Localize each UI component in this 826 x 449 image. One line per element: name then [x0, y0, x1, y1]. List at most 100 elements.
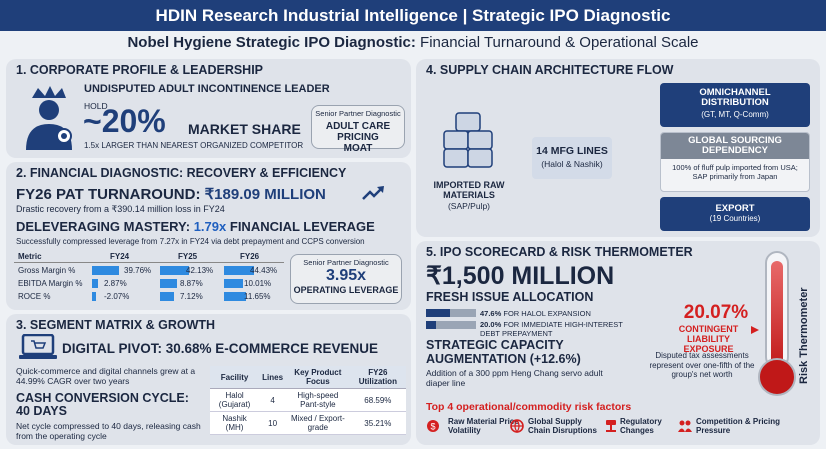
leverage-note: Successfully compressed leverage from 7.… — [16, 237, 365, 246]
metric-value: 10.01% — [244, 279, 272, 288]
pointer-arrow-icon — [751, 326, 759, 334]
leader-icon — [26, 86, 72, 150]
table-cell: 68.59% — [349, 388, 406, 412]
trend-up-icon — [362, 186, 384, 200]
issue-value: ₹1,500 MILLION — [426, 262, 615, 290]
panel-title: 5. IPO SCORECARD & RISK THERMOMETER — [426, 245, 693, 259]
panel-title: 3. SEGMENT MATRIX & GROWTH — [16, 318, 216, 332]
hold-label: HOLD — [84, 101, 108, 111]
allocation-bar — [426, 321, 436, 329]
table-cell: Mixed / Export-grade — [286, 411, 350, 435]
col-header: FY24 — [110, 252, 130, 261]
global-sourcing-box: GLOBAL SOURCING DEPENDENCY 100% of fluff… — [660, 132, 810, 192]
thermometer-label: Risk Thermometer — [798, 287, 810, 384]
panel-title: 2. FINANCIAL DIAGNOSTIC: RECOVERY & EFFI… — [16, 166, 347, 180]
badge-value: 3.95x — [325, 267, 367, 284]
mfg-lines-title: 14 MFG LINES — [536, 145, 608, 157]
metric-value: 11.65% — [244, 292, 271, 301]
augmentation-title: STRATEGIC CAPACITY AUGMENTATION (+12.6%) — [426, 338, 581, 366]
risk-text: Competition & Pricing Pressure — [696, 417, 780, 435]
metric-value: 8.87% — [180, 279, 203, 288]
svg-text:$: $ — [430, 422, 435, 432]
allocation-pct: 47.6% — [480, 309, 502, 318]
leverage-heading: DELEVERAGING MASTERY: 1.79x FINANCIAL LE… — [16, 219, 375, 234]
badge-label: Senior Partner Diagnostic — [315, 109, 401, 118]
metric-value: 39.76% — [124, 266, 152, 275]
operating-leverage-badge: Senior Partner Diagnostic 3.95x OPERATIN… — [290, 254, 402, 304]
metrics-table: Metric FY24 FY25 FY26 Gross Margin % 39.… — [14, 250, 284, 306]
mfg-lines-sub: (Halol & Nashik) — [541, 159, 603, 169]
allocation-text: 47.6% FOR HALOL EXPANSION — [480, 309, 591, 318]
col-header: Facility — [210, 366, 260, 389]
pulp-bales-icon — [443, 112, 493, 168]
risk-item: Global Supply Chain Disruptions — [510, 417, 600, 441]
augmentation-note: Addition of a 300 ppm Heng Chang servo a… — [426, 368, 603, 388]
metric-bar — [160, 292, 174, 301]
page-header: HDIN Research Industrial Intelligence | … — [0, 0, 826, 31]
metric-value: 2.87% — [104, 279, 127, 288]
metric-value: 42.13% — [186, 266, 214, 275]
global-sourcing-note: 100% of fluff pulp imported from USA; SA… — [672, 163, 798, 181]
global-sourcing-title: GLOBAL SOURCING DEPENDENCY — [661, 133, 809, 159]
pat-note: Drastic recovery from a ₹390.14 million … — [16, 204, 225, 214]
table-header-row: Facility Lines Key Product Focus FY26 Ut… — [210, 366, 406, 389]
leverage-label: DELEVERAGING MASTERY: — [16, 219, 191, 234]
allocation-label: FOR HALOL EXPANSION — [503, 309, 591, 318]
allocation-label: FOR IMMEDIATE HIGH-INTEREST DEBT PREPAYM… — [480, 320, 623, 338]
risk-item: Regulatory Changes — [604, 417, 676, 441]
issue-label: FRESH ISSUE ALLOCATION — [426, 290, 594, 304]
facility-table: Facility Lines Key Product Focus FY26 Ut… — [210, 366, 406, 435]
metric-bar — [160, 279, 177, 288]
metric-value: 7.12% — [180, 292, 203, 301]
export-title: EXPORT — [715, 203, 755, 214]
mfg-lines-box: 14 MFG LINES (Halol & Nashik) — [532, 137, 612, 179]
risk-text: Regulatory Changes — [620, 417, 662, 435]
col-header: Lines — [259, 366, 287, 389]
digital-pivot: DIGITAL PIVOT: 30.68% E-COMMERCE REVENUE — [62, 341, 379, 356]
subtitle-rest: Financial Turnaround & Operational Scale — [415, 34, 699, 51]
allocation-bar — [426, 309, 450, 317]
table-cell: 35.21% — [349, 411, 406, 435]
metric-value: 44.43% — [250, 266, 278, 275]
col-header: FY26 Utilization — [349, 366, 406, 389]
leader-title: UNDISPUTED ADULT INCONTINENCE LEADER — [84, 83, 330, 95]
metric-bar — [92, 292, 96, 301]
allocation-bar-track — [426, 321, 476, 329]
metric-name: EBITDA Margin % — [18, 279, 83, 288]
panel-segment-matrix: 3. SEGMENT MATRIX & GROWTH DIGITAL PIVOT… — [6, 314, 411, 445]
pat-label: FY26 PAT TURNAROUND: — [16, 186, 201, 203]
panel-corporate-profile: 1. CORPORATE PROFILE & LEADERSHIP UNDISP… — [6, 59, 411, 158]
table-cell: Nashik (MH) — [210, 411, 260, 435]
metric-value: -2.07% — [104, 292, 130, 301]
omnichannel-title: OMNICHANNEL DISTRIBUTION — [699, 87, 771, 108]
allocation-text: 20.0% FOR IMMEDIATE HIGH-INTEREST DEBT P… — [480, 320, 630, 338]
col-header: Metric — [18, 252, 42, 261]
risk-item: Competition & Pricing Pressure — [678, 417, 788, 441]
panel-title: 4. SUPPLY CHAIN ARCHITECTURE FLOW — [426, 63, 674, 77]
risk-text: Raw Material Price Volatility — [448, 417, 519, 435]
liability-label: CONTINGENT LIABILITY EXPOSURE — [678, 324, 739, 354]
metric-bar — [92, 279, 98, 288]
col-header: Key Product Focus — [286, 366, 350, 389]
metric-name: ROCE % — [18, 292, 51, 301]
liability-note: Disputed tax assessments represent over … — [649, 351, 755, 379]
export-sub: (19 Countries) — [709, 214, 761, 223]
badge-label: Senior Partner Diagnostic — [303, 258, 389, 267]
badge-caption: OPERATING LEVERAGE — [293, 285, 399, 295]
leverage-rest: FINANCIAL LEVERAGE — [229, 219, 375, 234]
panel-financial-diagnostic: 2. FINANCIAL DIAGNOSTIC: RECOVERY & EFFI… — [6, 162, 411, 310]
market-share-label: MARKET SHARE — [188, 121, 301, 137]
laptop-cart-icon — [19, 334, 57, 359]
subtitle-bold: Nobel Hygiene Strategic IPO Diagnostic: — [127, 34, 416, 51]
competitor-compare: 1.5x LARGER THAN NEAREST ORGANIZED COMPE… — [84, 141, 304, 150]
metric-bar — [92, 266, 119, 275]
metric-bar — [224, 266, 254, 275]
gavel-icon — [606, 420, 616, 432]
table-divider — [14, 262, 284, 263]
thermometer-icon — [758, 251, 796, 396]
metric-bar — [224, 279, 243, 288]
badge-value: ADULT CARE PRICING MOAT — [325, 121, 391, 154]
metric-bar — [224, 292, 246, 301]
price-volatility-icon: $ — [427, 420, 439, 432]
metric-bar — [160, 266, 189, 275]
